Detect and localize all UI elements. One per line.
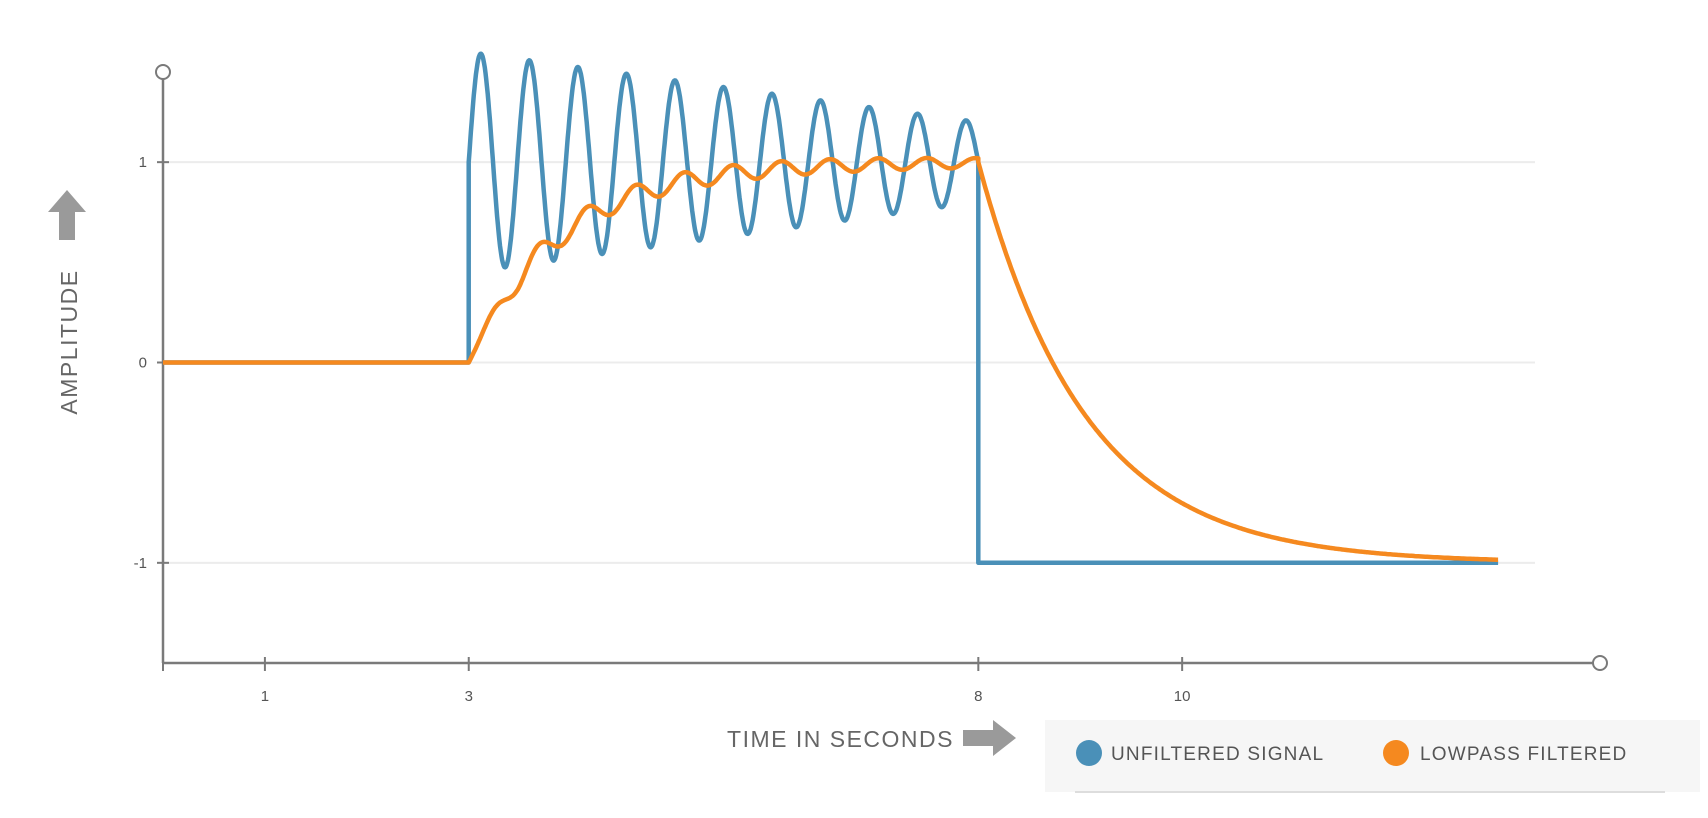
x-axis-end-marker [1592,655,1608,671]
x-axis-ticks: 1 3 8 10 [261,657,1191,705]
series-line-lowpass [163,155,1499,562]
y-axis-title: AMPLITUDE [56,269,82,414]
x-axis-title: TIME IN SECONDS [727,726,954,752]
x-tick-label: 10 [1174,688,1191,705]
legend-background [1045,720,1700,792]
y-axis-arrow-icon [48,190,86,240]
x-tick-label: 3 [465,688,473,705]
legend-swatch-unfiltered [1076,740,1102,766]
legend: UNFILTERED SIGNAL LOWPASS FILTERED [1045,720,1700,793]
x-tick-label: 8 [974,688,982,705]
legend-item-unfiltered: UNFILTERED SIGNAL [1076,740,1324,766]
axes [155,64,1608,671]
y-tick-label: 0 [139,354,147,371]
y-tick-label: 1 [139,154,147,171]
y-axis-ticks: -1 0 1 [134,154,169,572]
legend-label-unfiltered: UNFILTERED SIGNAL [1111,744,1324,765]
legend-swatch-lowpass [1383,740,1409,766]
x-tick-label: 1 [261,688,269,705]
series-layer [163,51,1499,566]
y-axis-end-marker [155,64,171,80]
legend-item-lowpass: LOWPASS FILTERED [1383,740,1627,766]
x-axis-title-group: TIME IN SECONDS [727,720,1016,756]
y-axis-title-group: AMPLITUDE [48,190,86,415]
series-line-unfiltered [163,51,1499,566]
x-axis-arrow-icon [963,720,1016,756]
legend-label-lowpass: LOWPASS FILTERED [1420,744,1627,765]
y-tick-label: -1 [134,555,147,572]
